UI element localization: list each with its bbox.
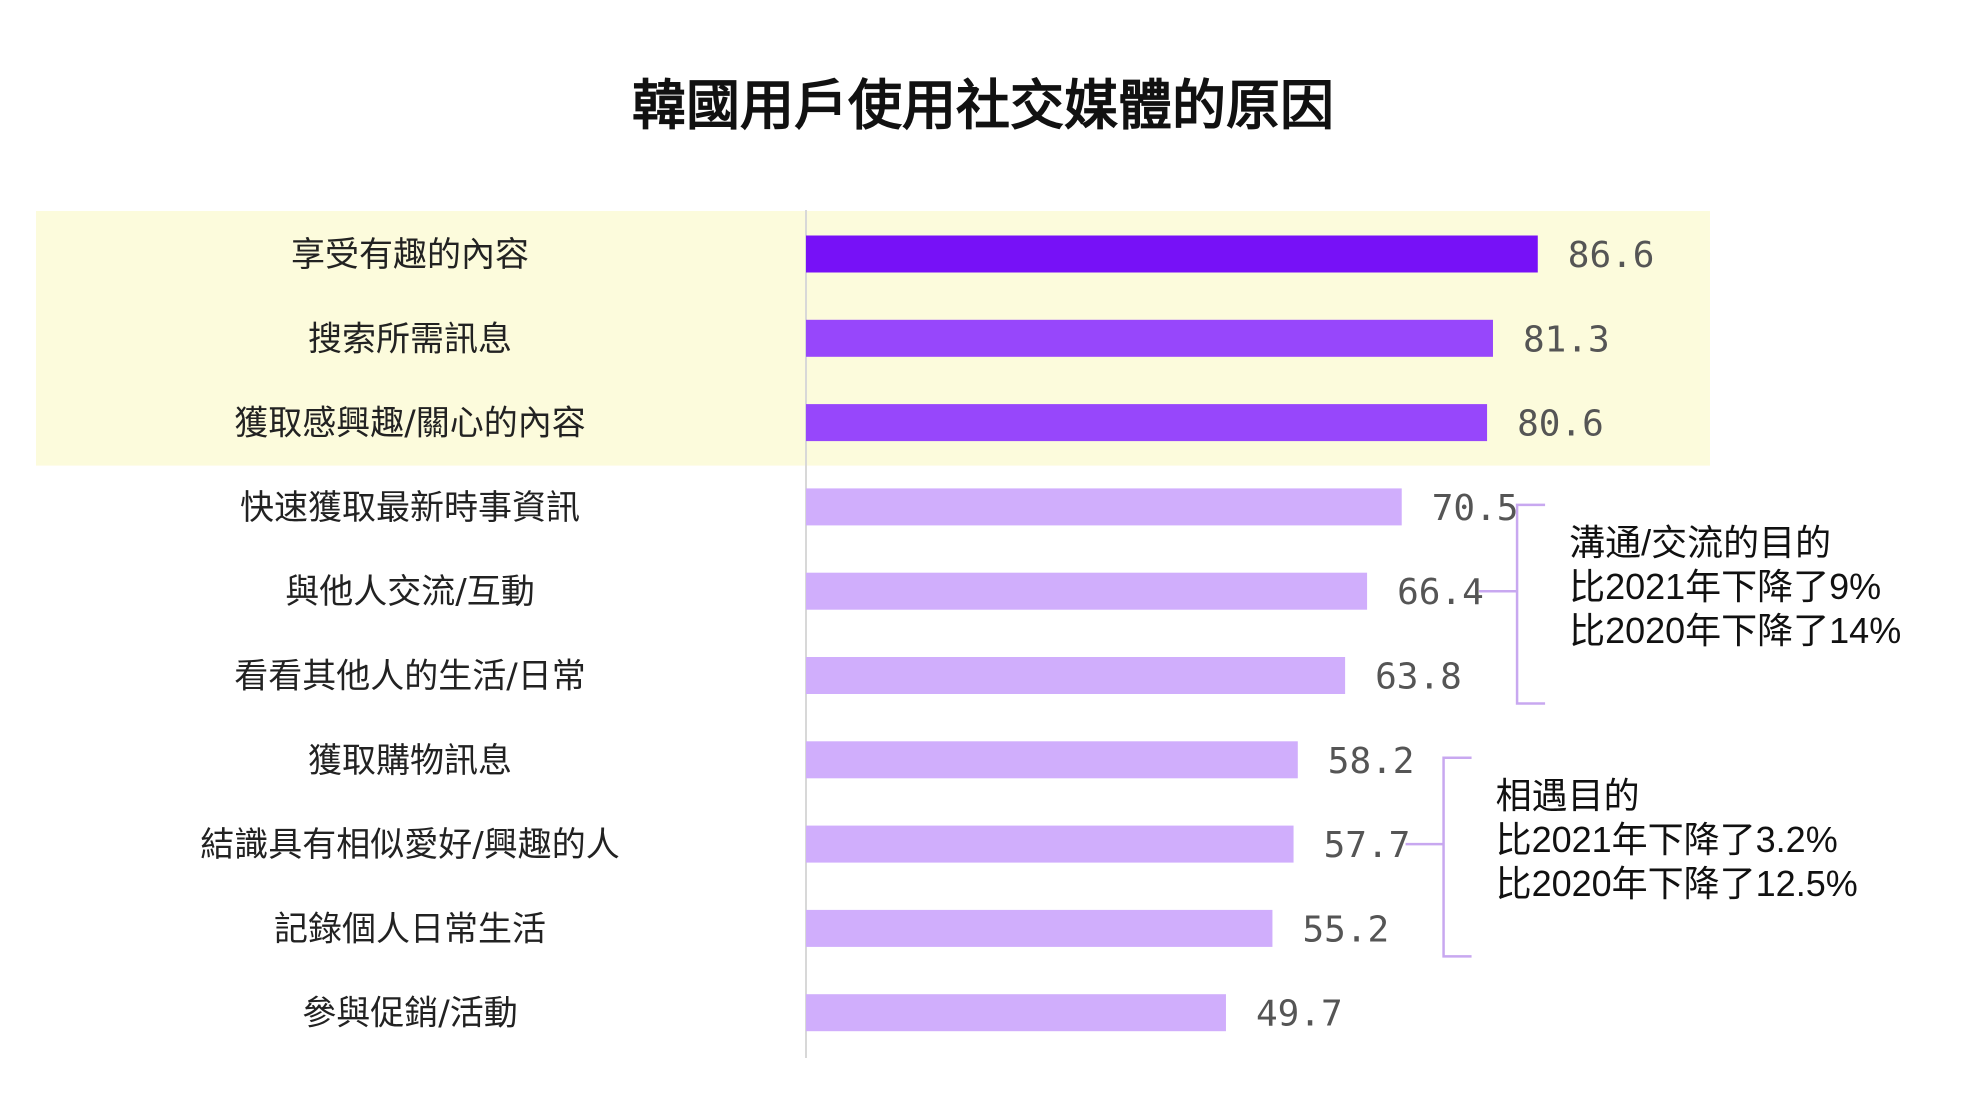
value-label: 58.2 <box>1328 741 1415 782</box>
annotation-bracket <box>1479 503 1546 705</box>
category-label: 搜索所需訊息 <box>308 319 512 359</box>
bar <box>806 488 1402 526</box>
category-label: 獲取購物訊息 <box>308 741 512 781</box>
value-label: 49.7 <box>1256 994 1343 1035</box>
chart-title: 韓國用戶使用社交媒體的原因 <box>632 74 1334 137</box>
category-label: 看看其他人的生活/日常 <box>234 657 585 697</box>
bar <box>806 657 1346 694</box>
category-label: 結識具有相似愛好/興趣的人 <box>200 825 619 865</box>
category-label: 參與促銷/活動 <box>302 994 517 1034</box>
annotation-text: 相遇目的 <box>1496 775 1640 816</box>
annotation-text: 比2021年下降了3.2% <box>1496 819 1838 860</box>
bar <box>806 572 1368 610</box>
category-label: 享受有趣的內容 <box>291 235 529 275</box>
bar <box>806 909 1273 947</box>
value-label: 80.6 <box>1517 404 1604 445</box>
category-label: 獲取感興趣/關心的內容 <box>234 404 585 444</box>
bar <box>806 825 1294 863</box>
value-label: 70.5 <box>1432 488 1519 529</box>
bar <box>806 994 1226 1032</box>
category-label: 記錄個人日常生活 <box>274 909 546 949</box>
value-label: 55.2 <box>1302 909 1389 950</box>
category-label: 快速獲取最新時事資訊 <box>240 488 580 528</box>
annotation-bracket <box>1405 756 1472 958</box>
annotation-text: 比2020年下降了14% <box>1569 610 1901 651</box>
category-label: 與他人交流/互動 <box>285 572 534 612</box>
annotation-text: 比2020年下降了12.5% <box>1496 863 1858 904</box>
value-label: 63.8 <box>1375 657 1462 698</box>
bar <box>806 404 1488 442</box>
value-label: 81.3 <box>1523 319 1610 360</box>
bar <box>806 235 1538 273</box>
value-label: 66.4 <box>1397 572 1484 613</box>
value-label: 57.7 <box>1324 825 1411 866</box>
value-label: 86.6 <box>1568 235 1655 276</box>
bar <box>806 319 1493 357</box>
annotation-text: 比2021年下降了9% <box>1569 566 1881 607</box>
annotation-text: 溝通/交流的目的 <box>1569 522 1831 563</box>
bar <box>806 741 1298 779</box>
